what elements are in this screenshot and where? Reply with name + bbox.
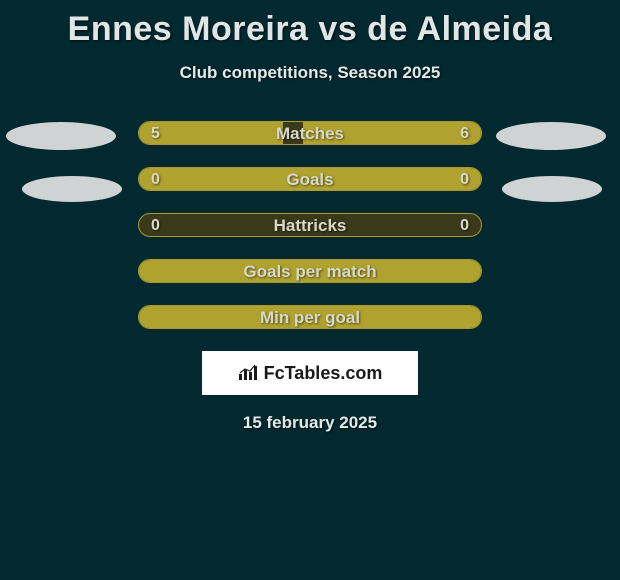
- stat-bar-track: 0 0Hattricks: [138, 213, 482, 237]
- stat-label: Hattricks: [139, 214, 481, 237]
- source-logo: FcTables.com: [238, 363, 383, 384]
- stat-bar-track: 00Goals: [138, 167, 482, 191]
- stat-bar-track: Goals per match: [138, 259, 482, 283]
- stat-value-left: 5: [151, 122, 160, 145]
- stat-bar-full: [139, 260, 481, 282]
- stat-row: Goals per match: [0, 259, 620, 283]
- stat-bar-full: [139, 168, 481, 190]
- stat-row: Min per goal: [0, 305, 620, 329]
- stat-value-right: 6: [460, 122, 469, 145]
- source-logo-box: FcTables.com: [202, 351, 418, 395]
- stat-bar-full: [139, 306, 481, 328]
- stat-value-right: 0: [460, 168, 469, 191]
- stat-value-left: 0: [151, 214, 160, 237]
- stat-bar-track: Min per goal: [138, 305, 482, 329]
- barchart-icon: [238, 364, 260, 382]
- stat-value-right: 0: [460, 214, 469, 237]
- stat-bar-track: 56Matches: [138, 121, 482, 145]
- stat-value-left: 0: [151, 168, 160, 191]
- stat-row: 00Goals: [0, 167, 620, 191]
- stat-row: 0 0Hattricks: [0, 213, 620, 237]
- stat-bar-right: [303, 122, 481, 144]
- page-title: Ennes Moreira vs de Almeida: [0, 0, 620, 49]
- stat-row: 56Matches: [0, 121, 620, 145]
- snapshot-date: 15 february 2025: [0, 413, 620, 433]
- subtitle: Club competitions, Season 2025: [0, 63, 620, 83]
- logo-label: FcTables.com: [264, 363, 383, 384]
- comparison-rows: 56Matches00Goals00HattricksGoals per mat…: [0, 121, 620, 329]
- stat-bar-left: [139, 122, 283, 144]
